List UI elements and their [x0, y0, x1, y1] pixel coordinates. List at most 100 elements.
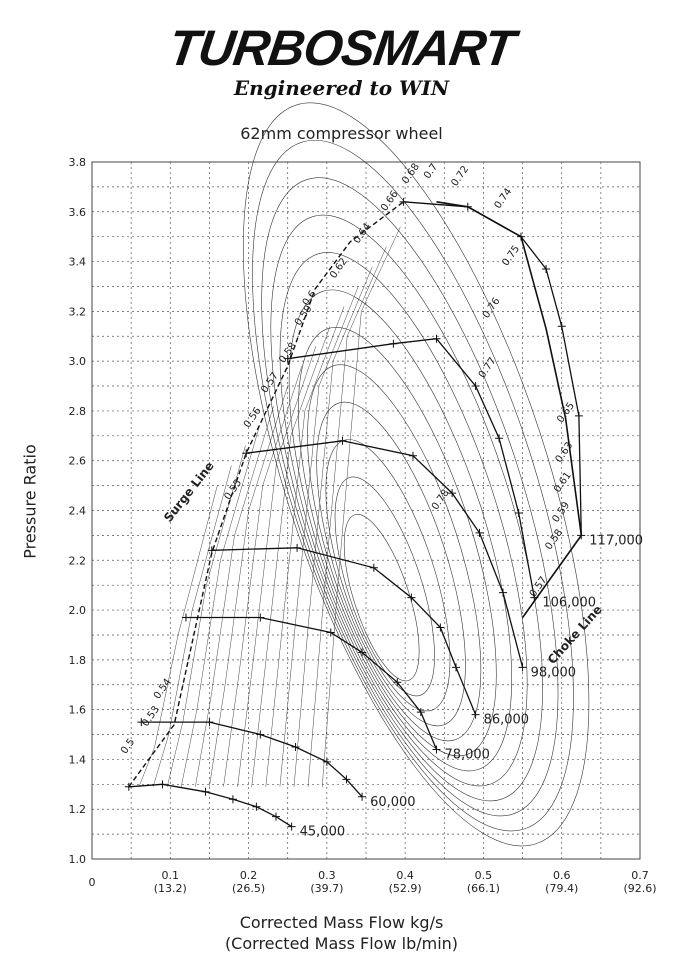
efficiency-contour	[252, 139, 574, 832]
y-tick-label: 3.6	[69, 206, 87, 219]
efficiency-contour-line	[251, 326, 331, 787]
y-tick-label: 1.0	[69, 853, 87, 866]
y-axis-label: Pressure Ratio	[20, 444, 40, 559]
speed-line-marker	[256, 730, 265, 739]
y-tick-label: 1.6	[69, 704, 87, 717]
tagline: Engineered to WIN	[233, 76, 450, 100]
speed-line-marker	[342, 775, 351, 784]
x-tick-label: 0.3	[318, 869, 336, 882]
speed-line-marker	[393, 678, 402, 687]
y-tick-label: 2.6	[69, 455, 87, 468]
x-tick-label-secondary: (13.2)	[154, 882, 187, 895]
x-tick-label: 0.1	[162, 869, 180, 882]
efficiency-contour	[261, 177, 559, 817]
y-tick-label: 3.2	[69, 305, 87, 318]
speed-line-marker	[256, 613, 265, 622]
efficiency-contour-line	[237, 346, 317, 787]
x-tick-label: 0.5	[475, 869, 493, 882]
efficiency-contour-line	[321, 226, 401, 787]
speed-line-marker	[408, 451, 417, 460]
speed-line-marker	[201, 787, 210, 796]
speed-line-marker	[293, 543, 302, 552]
efficiency-contour-line	[307, 246, 387, 787]
speed-line-marker	[471, 382, 480, 391]
speed-line-label: 106,000	[542, 596, 596, 611]
efficiency-contour-line	[180, 425, 260, 787]
efficiency-contour	[288, 289, 513, 772]
speed-line-marker	[283, 354, 292, 363]
y-tick-label: 2.0	[69, 604, 87, 617]
speed-line-label: 45,000	[300, 825, 346, 840]
speed-line-marker	[271, 812, 280, 821]
efficiency-contour-line	[293, 266, 373, 787]
y-tick-label: 1.2	[69, 803, 87, 816]
speed-line-marker	[432, 745, 441, 754]
x-tick-label: 0.6	[553, 869, 571, 882]
speed-line-marker	[242, 449, 251, 458]
speed-line-marker	[448, 489, 457, 498]
y-tick-label: 1.8	[69, 654, 87, 667]
speed-line-label: 117,000	[589, 533, 643, 548]
efficiency-contour-line	[223, 366, 303, 787]
surge-line	[128, 201, 405, 788]
speed-line-marker	[287, 822, 296, 831]
speed-line-marker	[124, 782, 133, 791]
x-tick-label: 0.4	[396, 869, 414, 882]
efficiency-contour	[343, 514, 420, 682]
speed-line-marker	[338, 436, 347, 445]
speed-line-marker	[416, 708, 425, 717]
speed-line-marker	[358, 792, 367, 801]
speed-line-marker	[369, 563, 378, 572]
x-axis-label-secondary: (Corrected Mass Flow lb/min)	[224, 934, 459, 953]
efficiency-contour-line	[166, 445, 246, 787]
choke-line	[436, 201, 583, 618]
speed-line-marker	[389, 339, 398, 348]
brand-logo: TURBOSMART Engineered to WIN	[0, 18, 683, 100]
speed-line-marker	[574, 411, 583, 420]
efficiency-contour-line	[279, 286, 359, 787]
speed-line-marker	[471, 710, 480, 719]
speed-line-marker	[452, 663, 461, 672]
speed-line-marker	[399, 197, 408, 206]
efficiency-contour-line	[138, 485, 218, 787]
speed-line-marker	[291, 742, 300, 751]
x-tick-label: 0.2	[240, 869, 258, 882]
efficiency-contour	[279, 252, 528, 787]
speed-line-label: 60,000	[370, 795, 416, 810]
speed-line-marker	[557, 322, 566, 331]
speed-line-marker	[137, 718, 146, 727]
y-tick-label: 1.4	[69, 753, 87, 766]
efficiency-contour-line	[209, 385, 288, 787]
chart-title: 62mm compressor wheel	[240, 124, 443, 143]
speed-line-marker	[407, 593, 416, 602]
speed-line-marker	[518, 663, 527, 672]
x-tick-label: 0	[89, 876, 96, 889]
efficiency-contour-line	[265, 306, 345, 787]
efficiency-contour	[307, 364, 482, 742]
y-tick-label: 3.4	[69, 256, 87, 269]
speed-line-marker	[499, 588, 507, 597]
x-tick-label-secondary: (39.7)	[310, 882, 343, 895]
x-tick-label: 0.7	[631, 869, 649, 882]
y-tick-label: 2.8	[69, 405, 87, 418]
speed-line-label: 78,000	[444, 747, 490, 762]
efficiency-contour-line	[152, 465, 232, 787]
y-tick-label: 3.0	[69, 355, 87, 368]
speed-line-marker	[228, 795, 237, 804]
x-axis-label-primary: Corrected Mass Flow kg/s	[239, 913, 444, 932]
y-tick-label: 2.4	[69, 505, 87, 518]
speed-line-marker	[205, 718, 214, 727]
speed-line-marker	[158, 780, 167, 789]
x-tick-label-secondary: (92.6)	[623, 882, 656, 895]
x-tick-label-secondary: (79.4)	[545, 882, 578, 895]
y-tick-label: 2.2	[69, 554, 87, 567]
efficiency-contour	[334, 476, 435, 697]
efficiency-contour	[325, 439, 451, 712]
x-tick-label-secondary: (26.5)	[232, 882, 265, 895]
speed-line-marker	[252, 802, 261, 811]
speed-line-marker	[326, 628, 335, 637]
speed-line-marker	[436, 623, 445, 632]
speed-line-marker	[181, 613, 190, 622]
y-tick-label: 3.8	[69, 156, 87, 169]
speed-line-marker	[358, 648, 367, 657]
